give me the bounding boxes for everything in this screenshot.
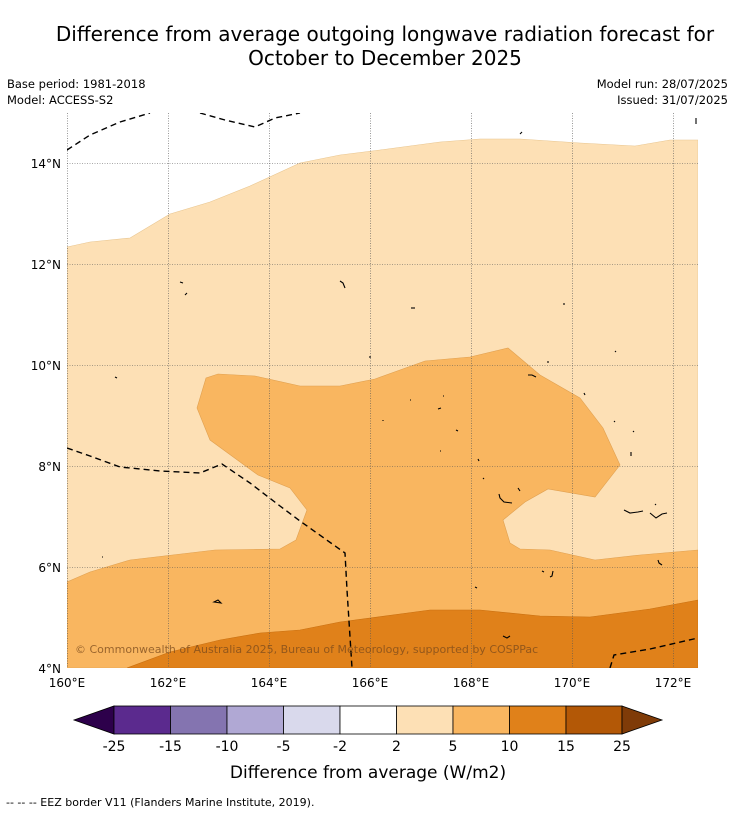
island-17 <box>657 559 663 566</box>
lat-label: 12°N <box>31 258 61 272</box>
title-line-1: Difference from average outgoing longwav… <box>55 22 715 46</box>
island-group-10 <box>382 395 459 452</box>
legend-cell <box>452 705 510 735</box>
island-8 <box>528 361 549 378</box>
meta-left: Base period: 1981-2018 Model: ACCESS-S2 <box>7 76 146 108</box>
graticule <box>67 113 698 668</box>
lat-label: 14°N <box>31 157 61 171</box>
lon-label: 166°E <box>352 676 389 690</box>
legend-tick: 5 <box>449 739 458 755</box>
lon-label: 160°E <box>49 676 86 690</box>
lat-label: 10°N <box>31 359 61 373</box>
legend-cell <box>396 705 454 735</box>
legend-cell <box>113 705 171 735</box>
model-name: Model: ACCESS-S2 <box>7 93 114 107</box>
title-line-2: October to December 2025 <box>248 46 522 70</box>
island-20 <box>474 586 478 589</box>
legend-cells <box>113 705 623 735</box>
island-2 <box>339 280 346 289</box>
longitude-labels: 160°E 162°E 164°E 166°E 168°E 170°E 172°… <box>49 676 692 690</box>
lat-label: 4°N <box>38 662 61 676</box>
latitude-labels: 14°N 12°N 10°N 8°N 6°N 4°N <box>31 157 61 676</box>
islands <box>102 118 697 639</box>
legend-tick: -2 <box>333 739 347 755</box>
eez-border-central <box>67 447 353 668</box>
footer-note: -- -- -- EEZ border V11 (Flanders Marine… <box>6 796 315 809</box>
island-12 <box>498 487 521 504</box>
legend-tick: -25 <box>103 739 126 755</box>
legend-label: Difference from average (W/m2) <box>230 763 506 783</box>
anomaly-region-5-to-10 <box>67 347 698 668</box>
legend-cell <box>170 705 228 735</box>
copyright-notice: © Commonwealth of Australia 2025, Bureau… <box>75 643 538 656</box>
island-5 <box>114 376 118 379</box>
island-15 <box>654 503 657 506</box>
island-1 <box>179 281 188 296</box>
legend-ticks: -25 -15 -10 -5 -2 2 5 10 15 25 <box>103 739 631 755</box>
lon-label: 168°E <box>453 676 490 690</box>
legend-tick: 2 <box>392 739 401 755</box>
island-9 <box>583 350 617 396</box>
legend-cell <box>509 705 567 735</box>
island-18 <box>212 599 223 604</box>
legend-tick: 10 <box>501 739 519 755</box>
eez-border-northwest <box>67 113 151 151</box>
legend-tick: 15 <box>557 739 575 755</box>
lat-label: 8°N <box>38 460 61 474</box>
island-group-11 <box>477 458 485 480</box>
legend-tick: 25 <box>613 739 631 755</box>
legend-tick: -15 <box>159 739 182 755</box>
base-period: Base period: 1981-2018 <box>7 77 146 91</box>
meta-right: Model run: 28/07/2025 Issued: 31/07/2025 <box>597 76 728 108</box>
legend-extend-low <box>72 705 115 735</box>
chart-title: Difference from average outgoing longwav… <box>20 22 736 70</box>
lon-label: 164°E <box>251 676 288 690</box>
island-21 <box>502 635 511 639</box>
lon-label: 170°E <box>554 676 591 690</box>
legend-tick: -5 <box>277 739 291 755</box>
eez-border-southeast <box>609 637 698 668</box>
island-group-13 <box>613 420 635 456</box>
legend-extend-high <box>621 705 664 735</box>
island-6 <box>519 131 523 135</box>
legend-tick: -10 <box>216 739 239 755</box>
model-run: Model run: 28/07/2025 <box>596 77 728 91</box>
legend-cell <box>226 705 284 735</box>
color-legend: -25 -15 -10 -5 -2 2 5 10 15 25 Differenc… <box>72 705 664 783</box>
map-area: © Commonwealth of Australia 2025, Bureau… <box>67 113 698 668</box>
lon-label: 172°E <box>655 676 692 690</box>
legend-cell <box>565 705 623 735</box>
legend-cell <box>339 705 397 735</box>
issued-date: Issued: 31/07/2025 <box>617 93 728 107</box>
lon-label: 162°E <box>150 676 187 690</box>
eez-borders <box>67 113 698 668</box>
island-16 <box>541 570 554 578</box>
island-14 <box>623 509 668 519</box>
legend-cell <box>283 705 341 735</box>
lat-label: 6°N <box>38 561 61 575</box>
